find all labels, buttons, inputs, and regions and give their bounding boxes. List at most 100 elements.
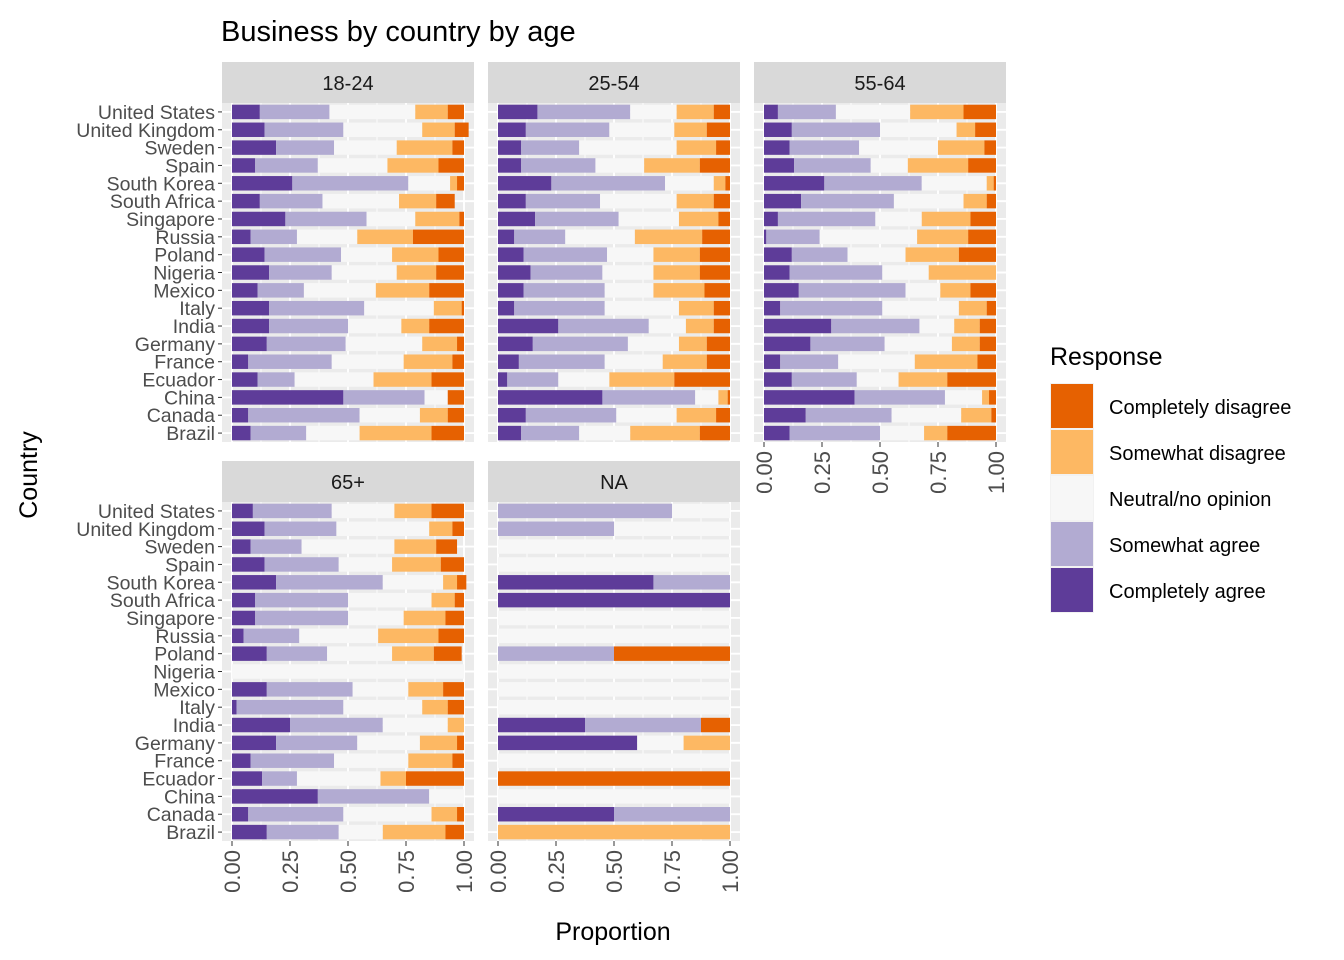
bar-segment-completely-disagree [958, 247, 996, 262]
bar-segment-neutral-no-opinion [600, 193, 677, 209]
bar-segment-completely-disagree [447, 699, 464, 715]
bar-segment-neutral-no-opinion [306, 425, 360, 441]
bar-segment-neutral-no-opinion [331, 503, 395, 519]
bar-segment-somewhat-agree [789, 265, 883, 280]
bar-russia [232, 628, 464, 644]
bar-segment-somewhat-disagree [396, 265, 437, 280]
bar-singapore [764, 211, 996, 227]
bar-united-states [764, 104, 996, 120]
bar-segment-neutral-no-opinion [893, 193, 964, 209]
bar-segment-completely-disagree [718, 211, 730, 227]
bar-segment-completely-disagree [440, 557, 464, 572]
bar-segment-neutral-no-opinion [819, 229, 918, 245]
y-tick-label: Italy [179, 697, 215, 719]
x-tick-label: 0.00 [752, 451, 777, 494]
bar-segment-completely-agree [232, 176, 293, 191]
x-axis-title: Proportion [555, 918, 670, 946]
bar-segment-completely-agree [764, 300, 781, 316]
bar-segment-completely-disagree [436, 193, 455, 209]
bar-segment-neutral-no-opinion [607, 247, 654, 262]
bar-segment-somewhat-disagree [921, 211, 971, 227]
bar-segment-neutral-no-opinion [859, 140, 938, 155]
x-tick-label: 0.50 [868, 451, 893, 494]
bar-segment-completely-agree [232, 104, 260, 120]
bar-italy [232, 699, 464, 715]
bar-segment-completely-agree [498, 211, 536, 227]
bar-segment-completely-agree [764, 425, 790, 441]
bar-segment-neutral-no-opinion [609, 122, 675, 137]
bar-segment-completely-disagree [457, 807, 464, 822]
bar-segment-completely-disagree [970, 211, 996, 227]
bar-segment-completely-disagree [438, 628, 464, 644]
legend-label: Somewhat agree [1109, 535, 1260, 557]
bar-segment-somewhat-disagree [986, 176, 994, 191]
bar-segment-completely-agree [764, 104, 778, 120]
bar-ecuador [764, 372, 996, 387]
bar-mexico [232, 682, 464, 697]
bar-segment-neutral-no-opinion [847, 247, 906, 262]
bar-segment-completely-agree [232, 193, 260, 209]
bar-segment-somewhat-agree [266, 682, 353, 697]
bar-segment-somewhat-agree [525, 193, 601, 209]
bar-segment-completely-agree [764, 372, 792, 387]
bar-segment-neutral-no-opinion [618, 211, 679, 227]
bar-nigeria [498, 265, 730, 280]
bar-segment-completely-disagree [993, 176, 996, 191]
panel-55-64: 55-64 0.00 0.25 0.50 0.75 1.00 [752, 62, 1009, 494]
bar-segment-completely-disagree [713, 300, 730, 316]
bar-segment-completely-disagree [406, 771, 464, 786]
bar-singapore [498, 610, 730, 626]
bar-segment-somewhat-disagree [378, 628, 439, 644]
bar-segment-completely-agree [232, 408, 249, 423]
bar-segment-completely-agree [232, 789, 318, 804]
bar-segment-somewhat-disagree [674, 122, 707, 137]
bar-singapore [232, 610, 464, 626]
bar-segment-neutral-no-opinion [338, 557, 393, 572]
bar-segment-somewhat-agree [290, 717, 383, 733]
bar-segment-neutral-no-opinion [498, 610, 730, 626]
bar-segment-somewhat-agree [343, 390, 425, 405]
y-tick-label: France [154, 751, 215, 773]
bar-canada [232, 807, 464, 822]
y-axis-title: Country [15, 431, 43, 519]
bar-segment-somewhat-agree [248, 354, 332, 369]
bar-segment-somewhat-disagree [678, 211, 719, 227]
bar-segment-completely-disagree [431, 425, 464, 441]
legend-swatch [1051, 568, 1093, 612]
bar-segment-completely-disagree [457, 575, 467, 590]
bar-china [498, 390, 730, 405]
bar-segment-neutral-no-opinion [331, 354, 404, 369]
x-tick-label: 0.75 [660, 850, 685, 893]
bar-segment-neutral-no-opinion [627, 336, 679, 352]
bar-italy [498, 699, 730, 715]
y-tick-label: Ecuador [142, 769, 215, 791]
bar-spain [498, 557, 730, 572]
panel-strip [488, 461, 740, 502]
chart-title: Business by country by age [221, 16, 576, 48]
bar-segment-neutral-no-opinion [498, 753, 730, 768]
bar-segment-neutral-no-opinion [498, 789, 730, 804]
bar-segment-somewhat-disagree [653, 247, 700, 262]
bar-segment-completely-agree [764, 176, 825, 191]
panel-strip [488, 62, 740, 103]
bar-segment-neutral-no-opinion [905, 283, 941, 298]
bar-segment-completely-disagree [979, 318, 996, 334]
bar-segment-completely-agree [498, 104, 538, 120]
bar-segment-neutral-no-opinion [648, 318, 686, 334]
bar-segment-completely-agree [764, 354, 781, 369]
bar-segment-completely-agree [764, 140, 790, 155]
bar-segment-completely-agree [498, 354, 519, 369]
bar-united-states [232, 104, 464, 120]
bar-segment-somewhat-disagree [678, 300, 714, 316]
bar-segment-somewhat-agree [831, 318, 920, 334]
x-tick-label: 0.00 [220, 850, 245, 893]
bar-segment-neutral-no-opinion [891, 408, 962, 423]
bar-germany [232, 336, 464, 352]
panel-strip-label: 25-54 [588, 73, 639, 95]
bar-united-kingdom [498, 122, 730, 137]
bar-segment-somewhat-disagree [392, 247, 439, 262]
bar-india [498, 717, 730, 733]
y-tick-label: India [173, 715, 215, 737]
legend-item-somewhat-agree: Somewhat agree [1050, 521, 1260, 567]
